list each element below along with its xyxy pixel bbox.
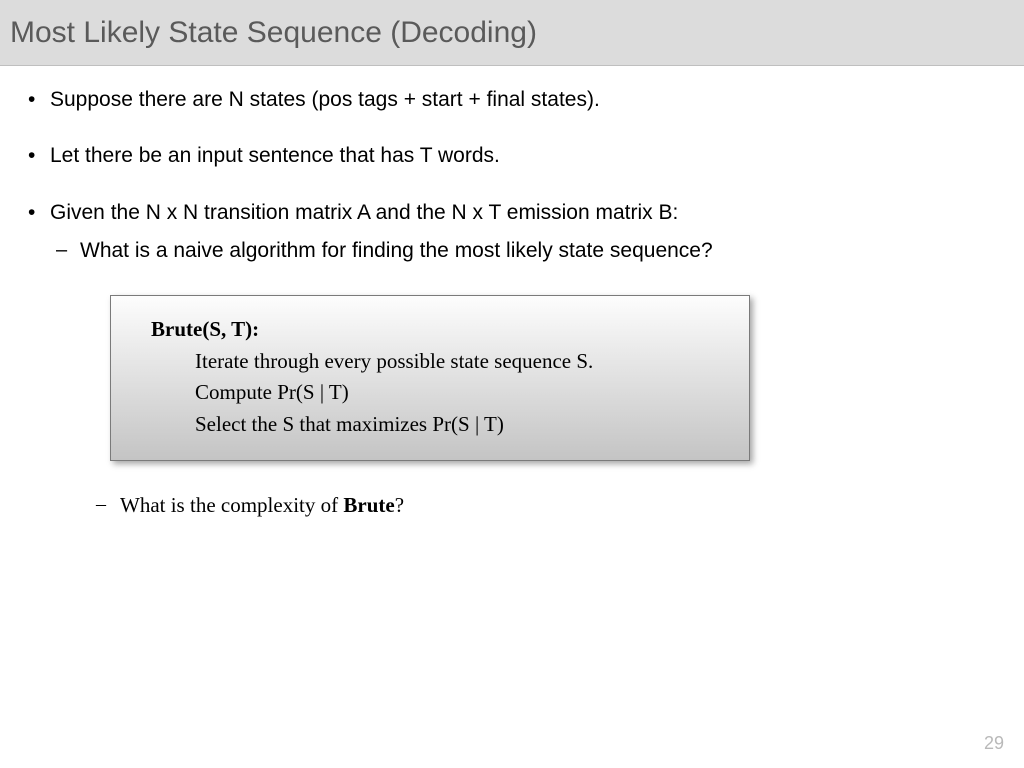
bullet-list: Suppose there are N states (pos tags + s… [20, 86, 1004, 520]
algorithm-line: Iterate through every possible state seq… [151, 346, 725, 378]
sub-bullet-item: What is a naive algorithm for finding th… [50, 237, 1004, 265]
sub-bullet-item: What is the complexity of Brute? [50, 491, 1004, 519]
algorithm-line: Compute Pr(S | T) [151, 377, 725, 409]
page-number: 29 [984, 733, 1004, 754]
slide-title: Most Likely State Sequence (Decoding) [10, 16, 537, 50]
bullet-item: Given the N x N transition matrix A and … [20, 199, 1004, 520]
bullet-item: Let there be an input sentence that has … [20, 142, 1004, 170]
algorithm-line: Select the S that maximizes Pr(S | T) [151, 409, 725, 441]
bullet-item: Suppose there are N states (pos tags + s… [20, 86, 1004, 114]
followup-bold: Brute [343, 493, 394, 517]
algorithm-header: Brute(S, T): [151, 314, 725, 346]
sub-bullet-list: What is a naive algorithm for finding th… [50, 237, 1004, 265]
algorithm-box: Brute(S, T): Iterate through every possi… [110, 295, 750, 461]
title-bar: Most Likely State Sequence (Decoding) [0, 0, 1024, 66]
bullet-text: Given the N x N transition matrix A and … [50, 201, 678, 224]
followup-prefix: What is the complexity of [120, 493, 343, 517]
slide-content: Suppose there are N states (pos tags + s… [0, 66, 1024, 520]
followup-suffix: ? [395, 493, 404, 517]
